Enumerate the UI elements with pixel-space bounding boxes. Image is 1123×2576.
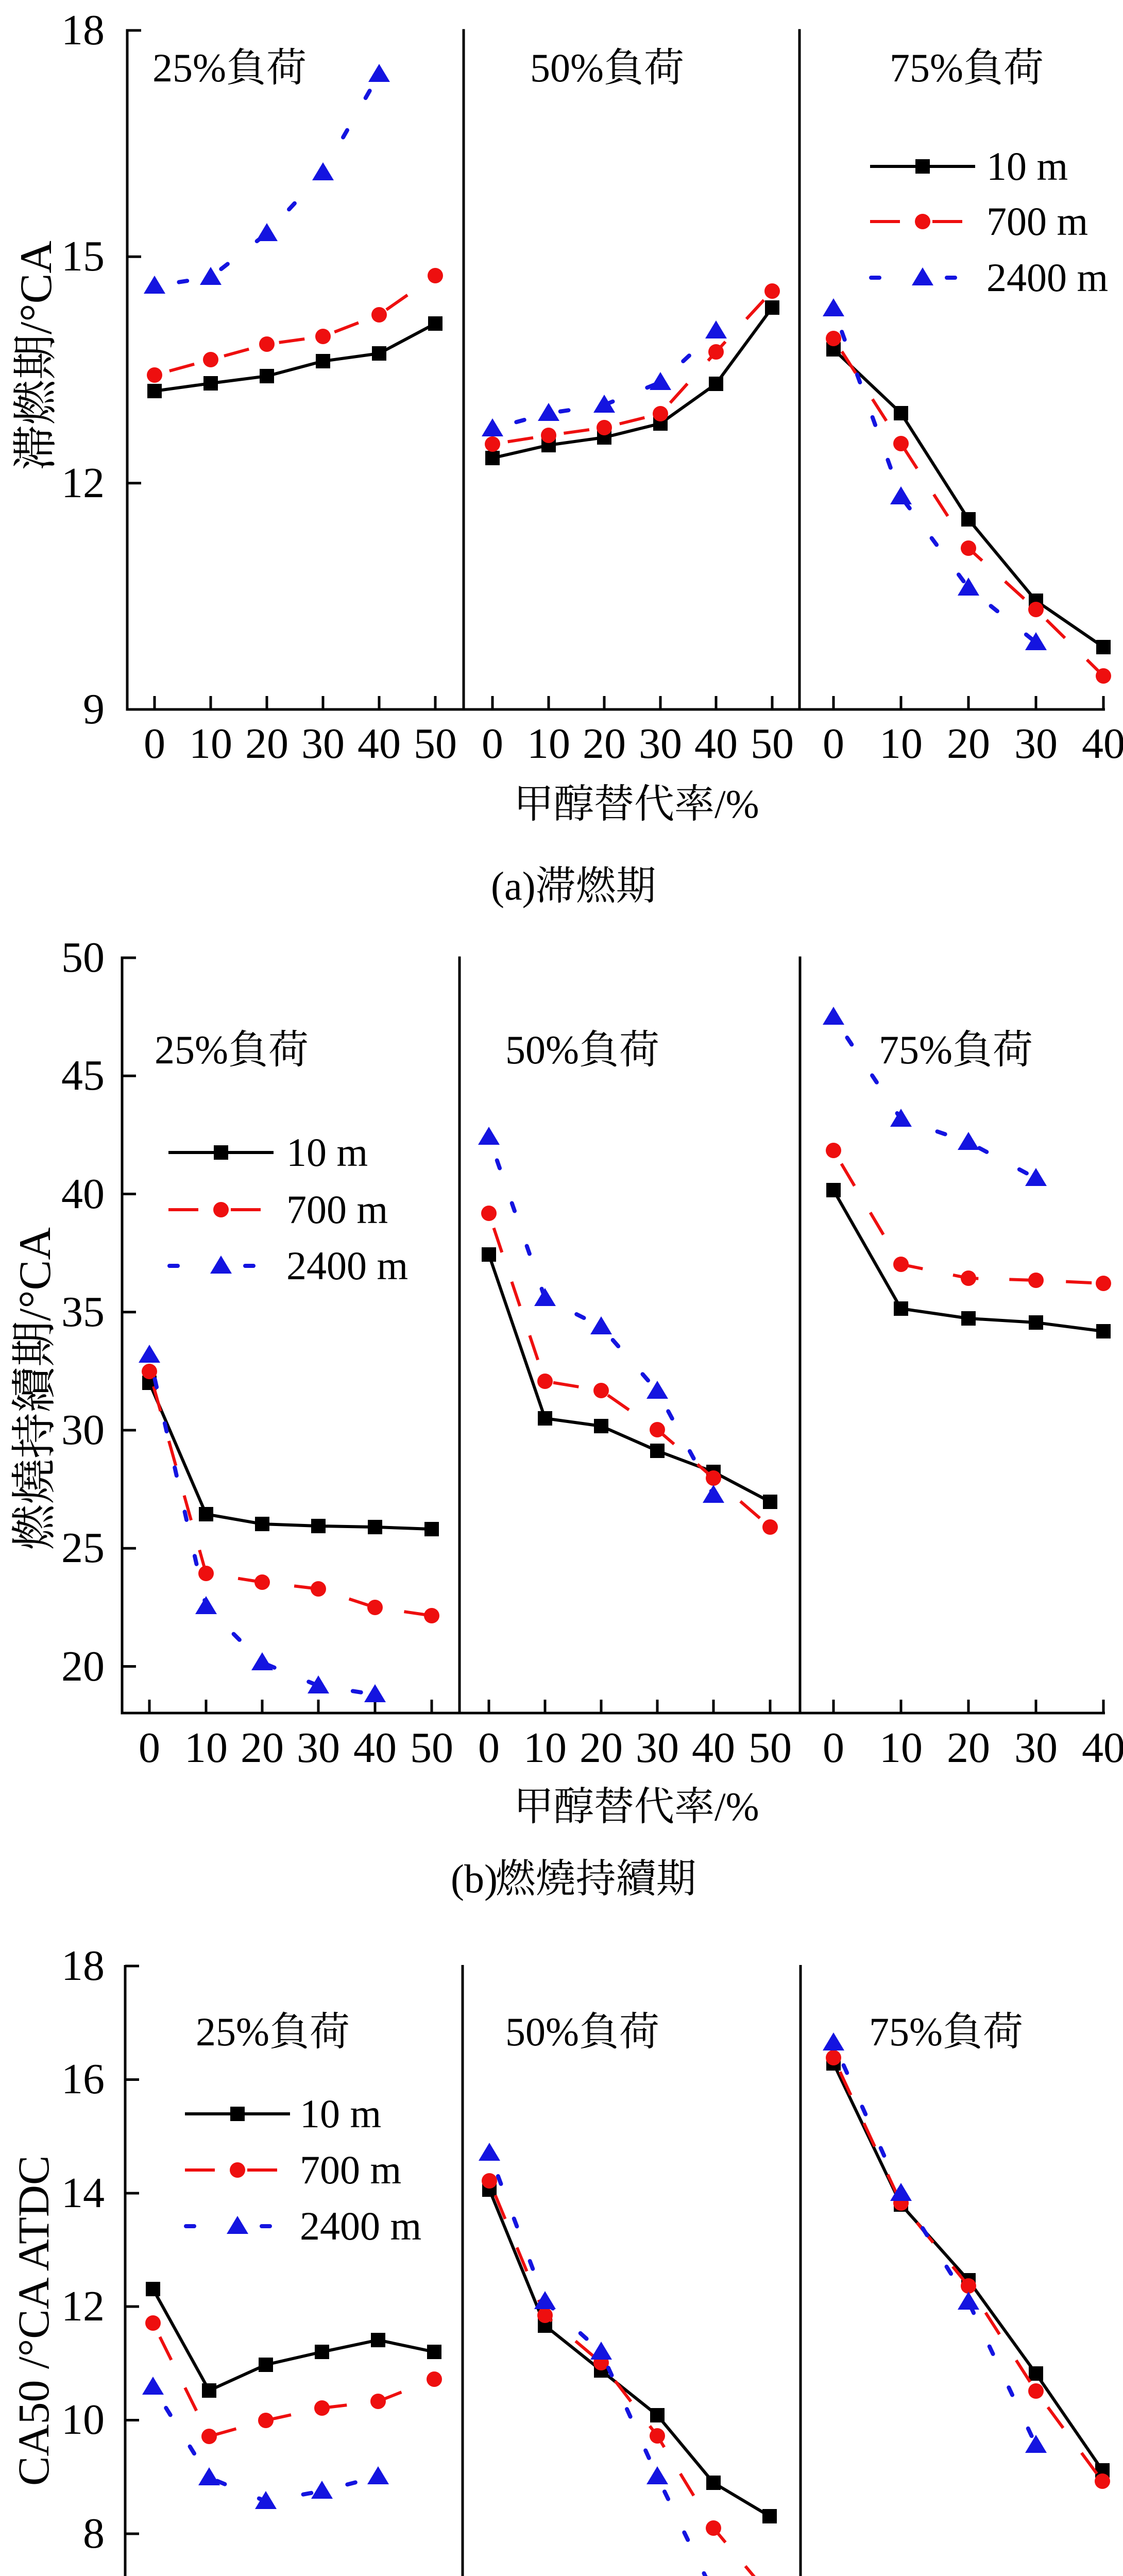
svg-text:10 m: 10 m: [286, 1130, 368, 1175]
svg-text:15: 15: [61, 232, 105, 280]
svg-text:700 m: 700 m: [986, 199, 1088, 244]
svg-text:50: 50: [751, 720, 794, 768]
svg-text:75%: 75%: [879, 1027, 952, 1072]
svg-text:2400 m: 2400 m: [986, 255, 1108, 300]
svg-text:/°CA: /°CA: [10, 1227, 60, 1321]
svg-text:8: 8: [83, 2510, 105, 2557]
svg-text:0: 0: [478, 1724, 500, 1772]
svg-text:16: 16: [61, 2055, 105, 2103]
svg-text:50: 50: [61, 934, 105, 981]
svg-text:10: 10: [523, 1724, 567, 1772]
svg-text:40: 40: [692, 1724, 735, 1772]
svg-text:0: 0: [144, 720, 165, 768]
svg-text:0: 0: [482, 720, 503, 768]
svg-text:10: 10: [189, 720, 232, 768]
svg-text:2400 m: 2400 m: [300, 2204, 421, 2248]
svg-text:20: 20: [580, 1724, 623, 1772]
svg-text:/°CA: /°CA: [11, 241, 61, 334]
svg-text:25%: 25%: [155, 1027, 228, 1072]
svg-text:(a): (a): [491, 863, 536, 908]
svg-text:50: 50: [410, 1724, 453, 1772]
svg-text:700 m: 700 m: [300, 2147, 401, 2192]
svg-text:30: 30: [1014, 1724, 1058, 1772]
svg-text:10: 10: [879, 720, 923, 768]
svg-text:20: 20: [583, 720, 626, 768]
svg-text:50%: 50%: [505, 2009, 579, 2054]
svg-text:10: 10: [61, 2396, 105, 2444]
svg-text:10: 10: [879, 1724, 923, 1772]
svg-text:20: 20: [245, 720, 288, 768]
svg-text:(b): (b): [451, 1856, 498, 1901]
svg-text:25%: 25%: [196, 2009, 269, 2054]
svg-text:0: 0: [139, 1724, 160, 1772]
svg-text:10: 10: [527, 720, 570, 768]
svg-text:75%: 75%: [890, 45, 963, 90]
svg-text:0: 0: [823, 720, 844, 768]
svg-text:10 m: 10 m: [986, 144, 1068, 189]
svg-text:20: 20: [241, 1724, 284, 1772]
svg-text:75%: 75%: [869, 2009, 943, 2054]
svg-text:2400 m: 2400 m: [286, 1243, 408, 1288]
svg-text:18: 18: [61, 6, 105, 54]
svg-text:9: 9: [83, 685, 105, 733]
svg-text:30: 30: [639, 720, 682, 768]
svg-text:40: 40: [1082, 1724, 1123, 1772]
svg-text:14: 14: [61, 2169, 105, 2217]
svg-text:30: 30: [61, 1406, 105, 1454]
svg-text:50: 50: [414, 720, 457, 768]
svg-text:30: 30: [636, 1724, 679, 1772]
svg-text:20: 20: [947, 1724, 990, 1772]
svg-text:40: 40: [61, 1170, 105, 1218]
svg-text:700 m: 700 m: [286, 1187, 388, 1232]
svg-text:30: 30: [297, 1724, 340, 1772]
svg-text:10 m: 10 m: [300, 2091, 381, 2136]
svg-text:CA50 /°CA ATDC: CA50 /°CA ATDC: [9, 2156, 58, 2486]
svg-text:50: 50: [748, 1724, 792, 1772]
svg-text:45: 45: [61, 1052, 105, 1099]
svg-text:20: 20: [61, 1642, 105, 1690]
svg-text:30: 30: [301, 720, 345, 768]
svg-text:12: 12: [61, 459, 105, 507]
svg-text:40: 40: [353, 1724, 397, 1772]
svg-text:40: 40: [358, 720, 401, 768]
svg-text:12: 12: [61, 2282, 105, 2330]
svg-text:50%: 50%: [505, 1027, 579, 1072]
svg-text:/%: /%: [714, 782, 759, 826]
svg-text:40: 40: [1082, 720, 1123, 768]
svg-text:25%: 25%: [152, 45, 226, 90]
svg-text:20: 20: [947, 720, 990, 768]
svg-text:0: 0: [823, 1724, 844, 1772]
svg-text:10: 10: [184, 1724, 228, 1772]
svg-text:40: 40: [694, 720, 738, 768]
svg-text:35: 35: [61, 1288, 105, 1336]
svg-text:25: 25: [61, 1524, 105, 1572]
svg-text:30: 30: [1014, 720, 1058, 768]
svg-text:18: 18: [61, 1942, 105, 1990]
svg-text:50%: 50%: [530, 45, 604, 90]
svg-text:/%: /%: [714, 1784, 759, 1829]
